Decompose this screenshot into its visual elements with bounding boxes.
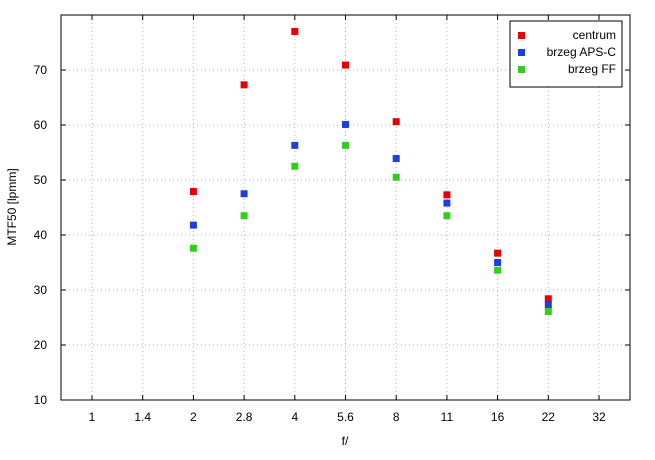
point-brzeg-ff xyxy=(544,307,552,315)
axis-ticks xyxy=(61,15,630,401)
x-tick-label: 1.4 xyxy=(134,410,151,424)
point-brzeg-aps-c xyxy=(494,259,502,266)
point-brzeg-ff xyxy=(291,162,299,170)
x-tick-label: 8 xyxy=(393,410,400,424)
data-points xyxy=(189,28,552,315)
point-brzeg-aps-c xyxy=(291,141,299,149)
point-brzeg-aps-c xyxy=(240,190,248,198)
point-brzeg-ff xyxy=(189,244,197,252)
point-brzeg-aps-c xyxy=(443,199,451,207)
point-centrum xyxy=(291,28,299,35)
legend-label: brzeg APS-C xyxy=(547,45,617,59)
point-brzeg-aps-c xyxy=(544,301,552,309)
point-centrum xyxy=(494,249,502,257)
x-tick-label: 32 xyxy=(592,410,606,424)
legend-swatch xyxy=(518,32,525,39)
point-brzeg-aps-c xyxy=(392,155,400,163)
legend-label: centrum xyxy=(573,28,616,42)
legend-box xyxy=(509,20,623,88)
point-brzeg-ff xyxy=(240,212,248,220)
legend-swatch xyxy=(518,49,525,56)
point-centrum xyxy=(189,188,197,196)
point-centrum xyxy=(443,191,451,199)
x-tick-label: 2.8 xyxy=(236,410,253,424)
point-brzeg-ff xyxy=(342,141,349,149)
x-tick-label: 22 xyxy=(542,410,556,424)
y-tick-label: 70 xyxy=(34,63,48,77)
x-tick-label: 2 xyxy=(190,410,197,424)
y-tick-label: 50 xyxy=(34,173,48,187)
x-tick-label: 11 xyxy=(441,410,454,424)
x-axis-title: f/ xyxy=(342,434,349,448)
tick-labels: 1 1.4 2 2.8 4 5.6 8 11 16 22 32 10 20 30 40 50 60 70 xyxy=(34,63,606,424)
legend: centrum brzeg APS-C brzeg FF xyxy=(509,20,623,88)
y-tick-label: 20 xyxy=(34,338,48,352)
y-tick-label: 60 xyxy=(34,118,48,132)
point-brzeg-ff xyxy=(494,266,502,274)
point-brzeg-aps-c xyxy=(189,221,197,229)
y-tick-label: 30 xyxy=(34,283,48,297)
x-tick-label: 5.6 xyxy=(337,410,354,424)
x-tick-label: 4 xyxy=(291,410,298,424)
y-tick-label: 10 xyxy=(34,393,48,407)
point-centrum xyxy=(240,81,248,89)
y-axis-title: MTF50 [lpmm] xyxy=(5,168,19,245)
x-tick-label: 1 xyxy=(89,410,96,424)
point-centrum xyxy=(392,118,400,126)
x-tick-label: 16 xyxy=(491,410,505,424)
point-centrum xyxy=(342,61,349,69)
point-brzeg-aps-c xyxy=(342,120,349,128)
point-brzeg-ff xyxy=(392,173,400,181)
y-tick-label: 40 xyxy=(34,228,48,242)
point-centrum xyxy=(544,295,552,303)
point-brzeg-ff xyxy=(443,212,451,220)
legend-swatch xyxy=(518,66,525,73)
legend-label: brzeg FF xyxy=(568,62,616,76)
